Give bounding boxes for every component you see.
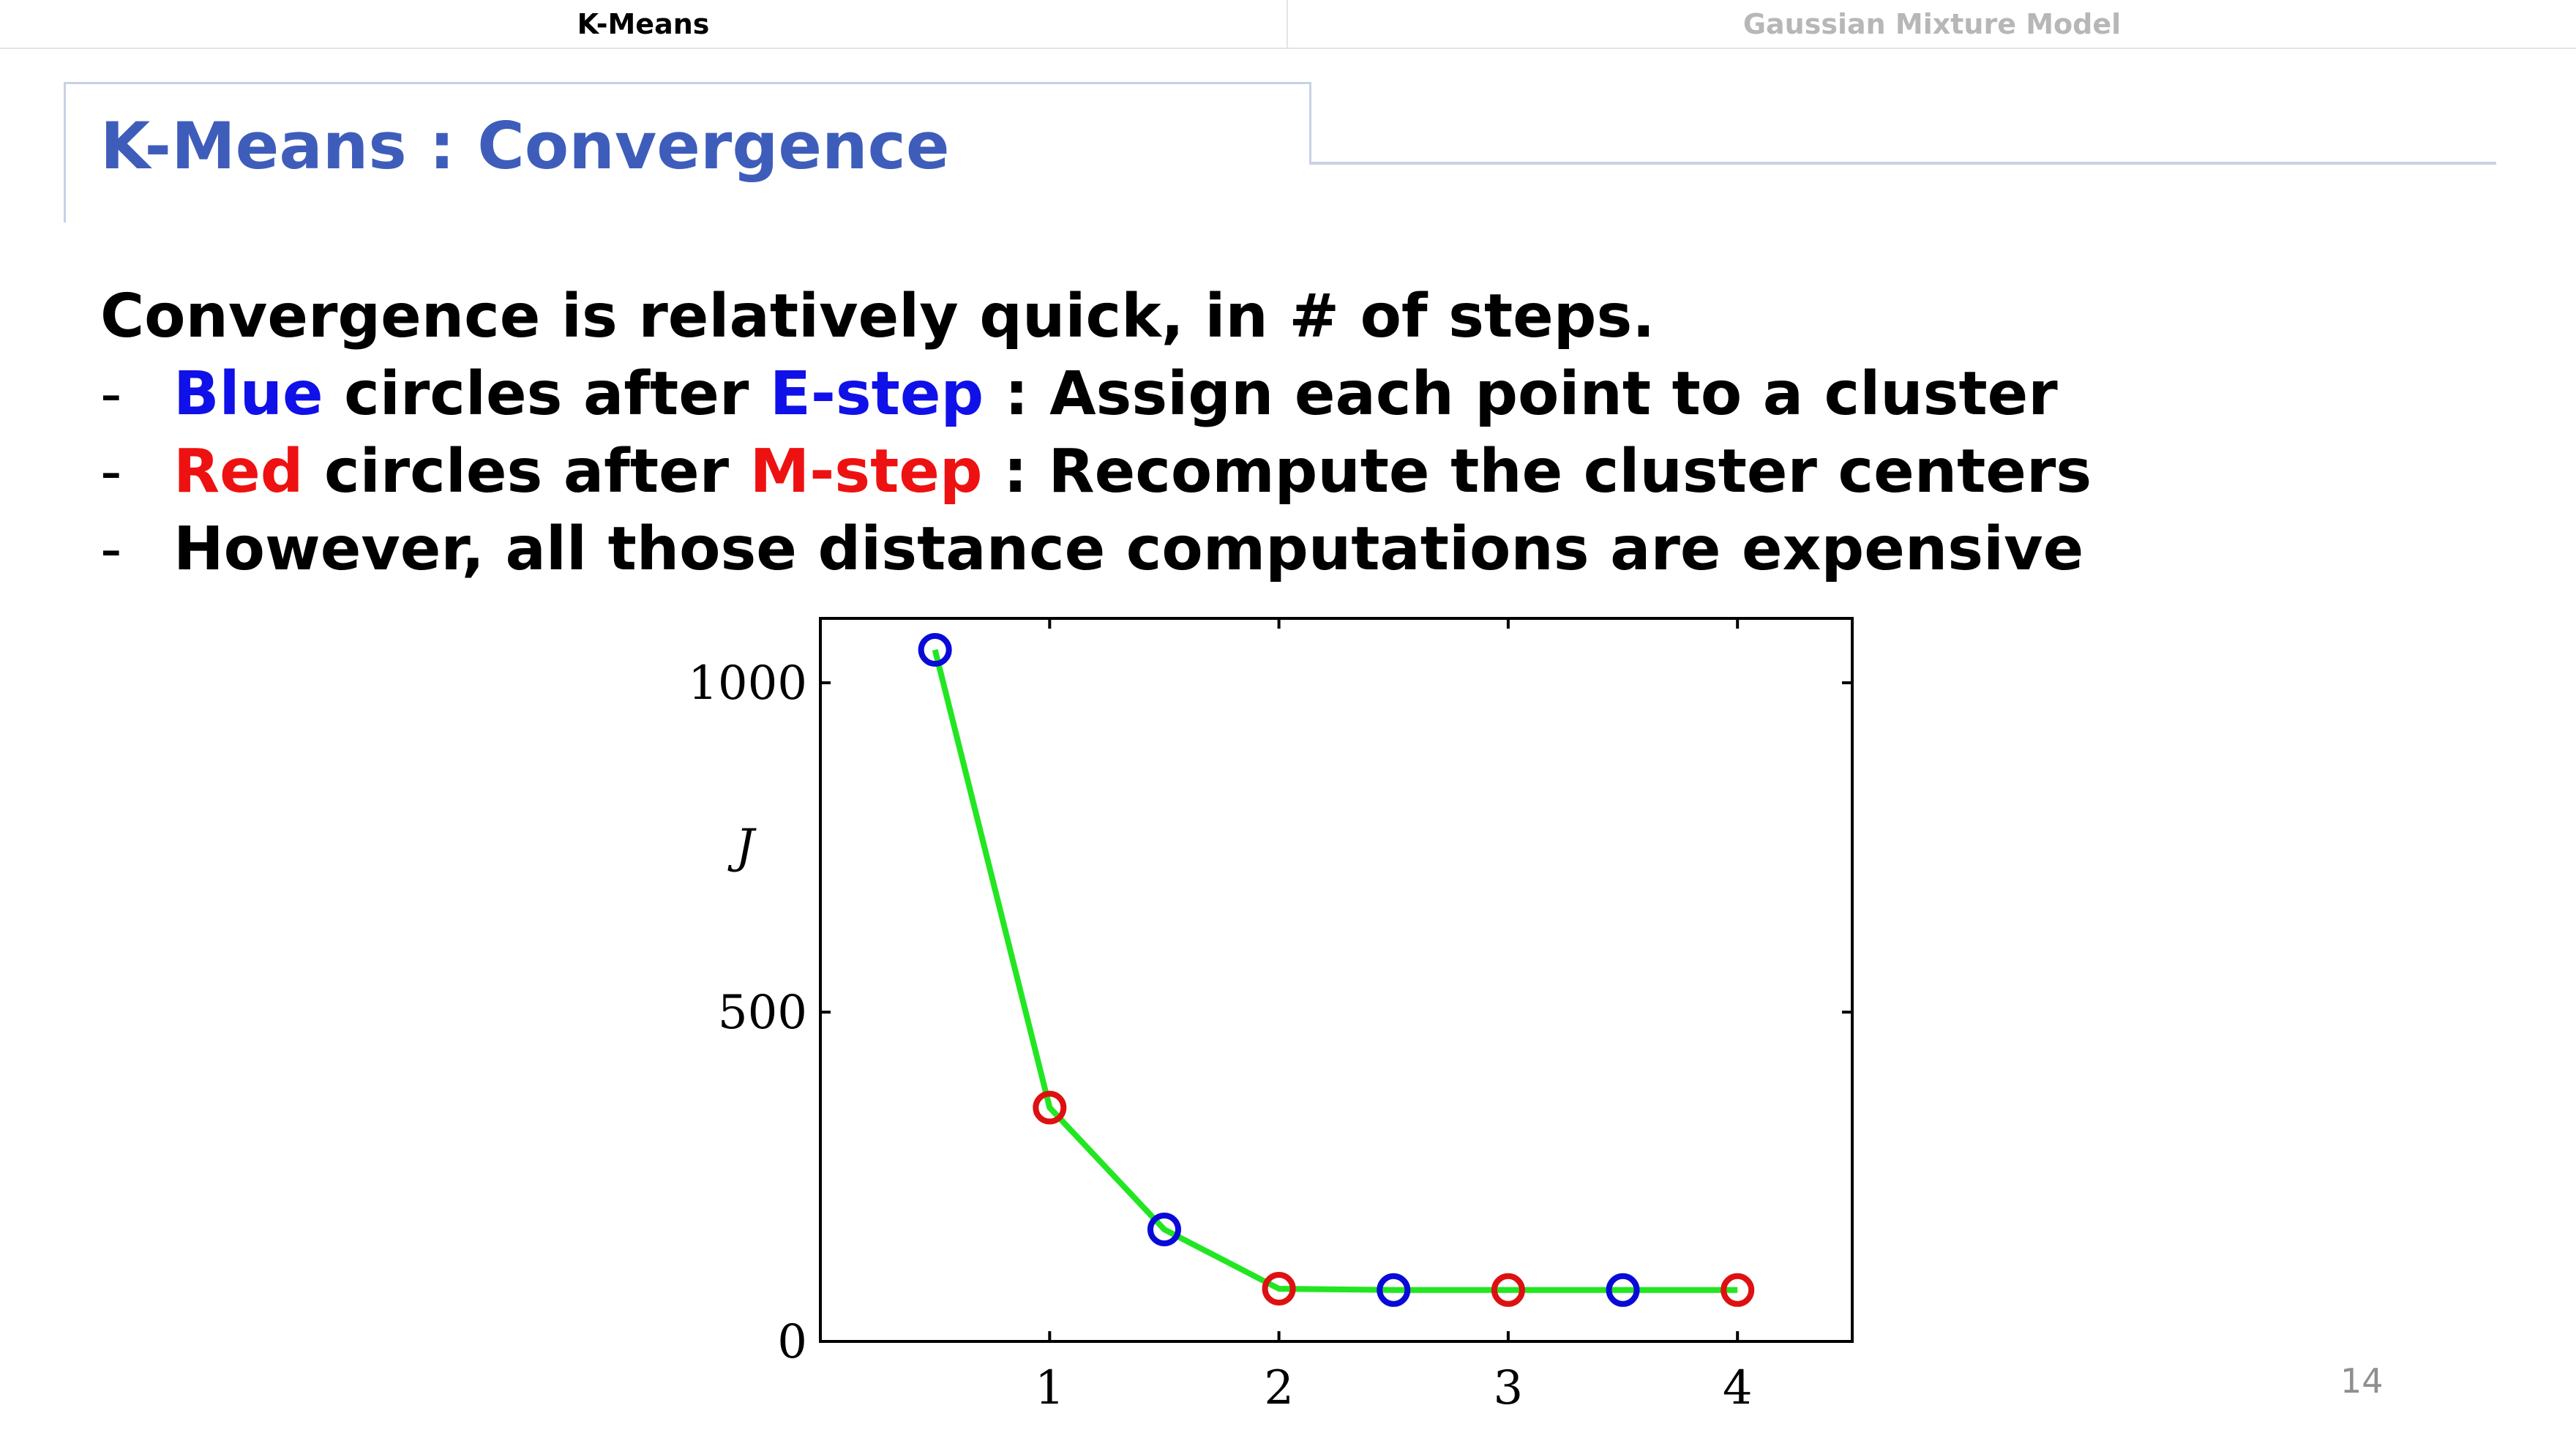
data-point-marker — [1606, 1273, 1640, 1307]
bullet-item: - Red circles after M-step : Recompute th… — [100, 433, 2092, 511]
bullet-text: : Recompute the cluster centers — [982, 437, 2092, 506]
tab-gaussian-mixture-model[interactable]: Gaussian Mixture Model — [1742, 7, 2122, 40]
slide-body: Convergence is relatively quick, in # of… — [100, 278, 2092, 588]
bullet-item: - However, all those distance computation… — [100, 511, 2092, 588]
data-point-marker — [1491, 1273, 1525, 1307]
highlighted-term: E-step — [769, 359, 984, 429]
tab-k-means[interactable]: K-Means — [0, 0, 1288, 48]
y-tick-label: 1000 — [688, 656, 807, 711]
x-tick-label: 3 — [1494, 1361, 1524, 1415]
bullet-dash: - — [100, 437, 122, 506]
data-point-marker — [1377, 1273, 1411, 1307]
y-axis-label: J — [727, 820, 757, 874]
highlighted-term: Blue — [173, 359, 323, 429]
page-number: 14 — [2340, 1361, 2384, 1401]
bullet-text: : Assign each point to a cluster — [984, 359, 2058, 429]
bullet-text: However, all those distance computations… — [173, 514, 2084, 584]
x-tick-label: 1 — [1035, 1361, 1065, 1415]
y-tick-label: 500 — [718, 986, 807, 1040]
highlighted-term: M-step — [749, 437, 983, 506]
bullet-dash: - — [100, 359, 122, 429]
data-point-marker — [1721, 1273, 1755, 1307]
data-point-marker — [918, 633, 952, 667]
bullet-item: - Blue circles after E-step : Assign each… — [100, 356, 2092, 433]
bullet-dash: - — [100, 514, 122, 584]
x-tick-label: 4 — [1723, 1361, 1753, 1415]
bullet-text: circles after — [323, 359, 770, 429]
plot-frame — [819, 617, 1854, 1343]
title-underline — [1309, 162, 2496, 165]
section-tab-bar: K-Means Gaussian Mixture Model — [0, 0, 2576, 49]
data-point-marker — [1147, 1213, 1181, 1246]
y-tick-label: 0 — [777, 1315, 807, 1369]
series-line — [932, 649, 1738, 1293]
title-frame-right-edge — [1309, 82, 1311, 164]
x-tick-label: 2 — [1264, 1361, 1294, 1415]
bullet-text: circles after — [303, 437, 750, 506]
bullet-list: - Blue circles after E-step : Assign each… — [100, 356, 2092, 588]
title-frame — [64, 82, 1311, 222]
slide-title: K-Means : Convergence — [100, 108, 950, 184]
highlighted-term: Red — [173, 437, 304, 506]
data-point-marker — [1262, 1272, 1296, 1306]
data-point-marker — [1033, 1090, 1067, 1125]
intro-line: Convergence is relatively quick, in # of… — [100, 282, 1655, 351]
